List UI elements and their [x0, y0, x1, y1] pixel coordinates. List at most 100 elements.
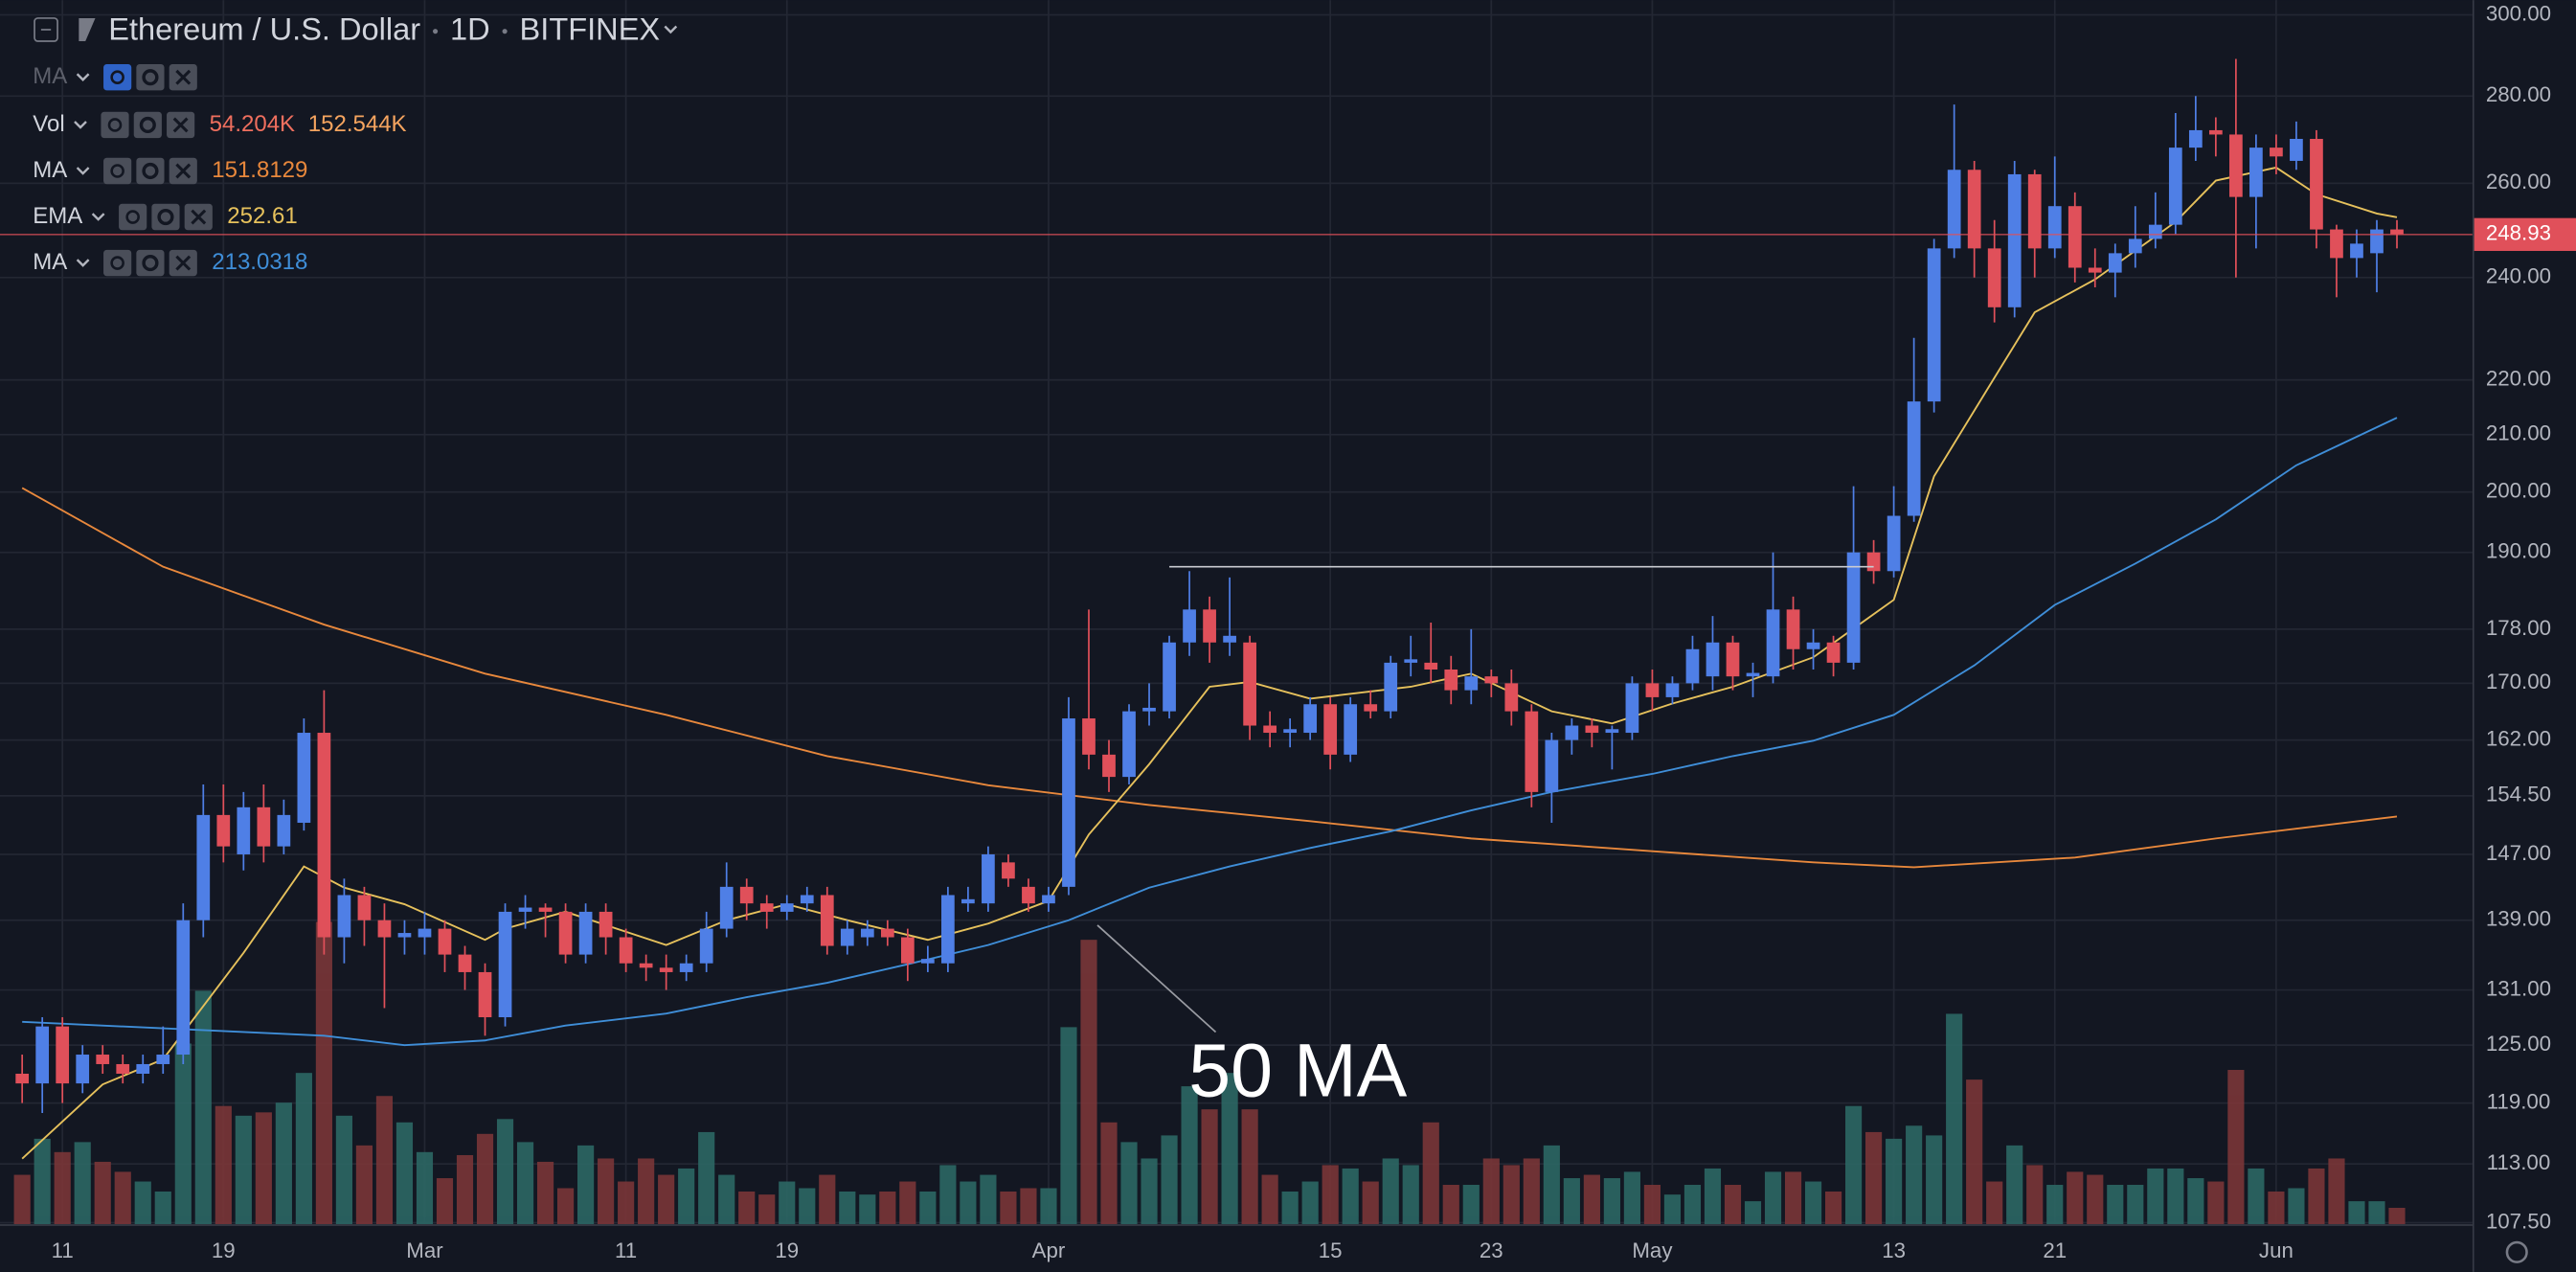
volume-bar [2087, 1174, 2104, 1225]
y-tick-label: 107.50 [2486, 1209, 2551, 1233]
candle-body [1826, 642, 1841, 663]
volume-bar [13, 1174, 31, 1225]
x-tick-label: 19 [212, 1238, 236, 1262]
gear-icon [142, 254, 159, 272]
candle-body [1545, 739, 1559, 792]
candle-body [1404, 659, 1418, 663]
legend-menu[interactable] [76, 259, 90, 267]
volume-bar [1824, 1191, 1842, 1225]
candle-body [1082, 718, 1096, 755]
legend-menu[interactable] [91, 213, 105, 221]
candle-body [1323, 704, 1338, 755]
candle-body [317, 733, 331, 938]
x-icon [175, 163, 192, 179]
candle-body [1766, 609, 1780, 677]
volume-bar [194, 990, 212, 1225]
visibility-button[interactable] [103, 249, 132, 277]
volume-bar [1623, 1171, 1640, 1225]
y-tick-label: 280.00 [2486, 82, 2551, 106]
candle-body [15, 1073, 30, 1084]
legend-name[interactable]: MA [33, 157, 67, 183]
legend-menu[interactable] [76, 73, 90, 81]
candle-body [216, 814, 231, 847]
y-tick-label: 300.00 [2486, 1, 2551, 25]
legend-name[interactable]: Vol [33, 111, 64, 137]
x-tick-label: 23 [1480, 1238, 1503, 1262]
volume-bar [1442, 1185, 1459, 1225]
volume-bar [859, 1194, 876, 1225]
visibility-button[interactable] [103, 157, 132, 185]
annotation-pointer [1096, 924, 1217, 1034]
symbol-flag [79, 17, 96, 41]
volume-bar [879, 1191, 896, 1225]
candle-body [739, 886, 754, 904]
candle-body [257, 806, 271, 847]
candle-body [1585, 725, 1599, 734]
visibility-button[interactable] [103, 63, 132, 91]
x-axis-panel [0, 1224, 2473, 1272]
legend-menu[interactable] [74, 121, 87, 129]
symbol-menu[interactable] [664, 25, 678, 34]
settings-button[interactable] [151, 203, 180, 231]
legend-name[interactable]: EMA [33, 203, 82, 229]
last-price-box [2474, 217, 2576, 251]
candle-body [1444, 670, 1458, 691]
volume-bar [295, 1073, 312, 1225]
volume-bar [476, 1133, 494, 1225]
volume-bar [1543, 1145, 1560, 1225]
candle-body [438, 928, 452, 955]
volume-bar [658, 1174, 675, 1225]
candle-body [719, 886, 734, 929]
collapse-button[interactable] [34, 17, 58, 42]
settings-icon[interactable] [2505, 1240, 2528, 1263]
candle-body [2310, 138, 2323, 230]
candle-body [860, 928, 874, 938]
candle-body [35, 1026, 50, 1084]
volume-bar [1261, 1174, 1278, 1225]
candle-body [578, 911, 593, 955]
eye-icon [110, 256, 124, 270]
x-tick-label: Apr [1032, 1238, 1066, 1262]
x-tick-label: 13 [1882, 1238, 1906, 1262]
volume-bar [839, 1191, 856, 1225]
settings-button[interactable] [136, 249, 165, 277]
volume-bar [2207, 1181, 2225, 1225]
candles [15, 58, 2404, 1113]
legend-menu[interactable] [76, 167, 90, 175]
candle-body [1846, 552, 1861, 663]
interval[interactable]: 1D [450, 11, 490, 46]
candle-body [1424, 662, 1438, 670]
candle-body [2370, 229, 2384, 254]
candle-body [297, 733, 311, 823]
volume-bar [1301, 1181, 1319, 1225]
candle-body [1907, 401, 1921, 516]
volume-bar [1362, 1181, 1379, 1225]
volume-bar [54, 1151, 71, 1225]
volume-bar [1583, 1174, 1600, 1225]
volume-bar [1482, 1158, 1500, 1225]
volume-bar [638, 1158, 655, 1225]
x-icon [172, 117, 189, 133]
candle-body [2188, 129, 2203, 148]
candle-body [2290, 138, 2303, 161]
candle-body [1484, 676, 1499, 684]
settings-button[interactable] [136, 63, 165, 91]
volume-bar [1886, 1138, 1903, 1225]
volume-bar [1724, 1185, 1742, 1225]
visibility-button[interactable] [101, 111, 129, 139]
volume-bar [275, 1102, 292, 1225]
volume-bar [496, 1119, 514, 1225]
volume-bar [718, 1174, 735, 1225]
settings-button[interactable] [136, 157, 165, 185]
candle-body [699, 928, 713, 964]
candle-body [1384, 662, 1398, 712]
visibility-button[interactable] [119, 203, 147, 231]
candle-body [1645, 683, 1660, 697]
candle-body [337, 895, 351, 938]
legend-name[interactable]: MA [33, 63, 67, 89]
legend-name[interactable]: MA [33, 249, 67, 275]
candle-body [1002, 862, 1015, 879]
candle-body [116, 1063, 130, 1074]
y-tick-label: 119.00 [2487, 1089, 2551, 1113]
settings-button[interactable] [133, 111, 162, 139]
